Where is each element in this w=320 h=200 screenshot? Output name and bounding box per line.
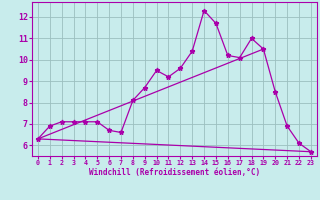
X-axis label: Windchill (Refroidissement éolien,°C): Windchill (Refroidissement éolien,°C) <box>89 168 260 177</box>
